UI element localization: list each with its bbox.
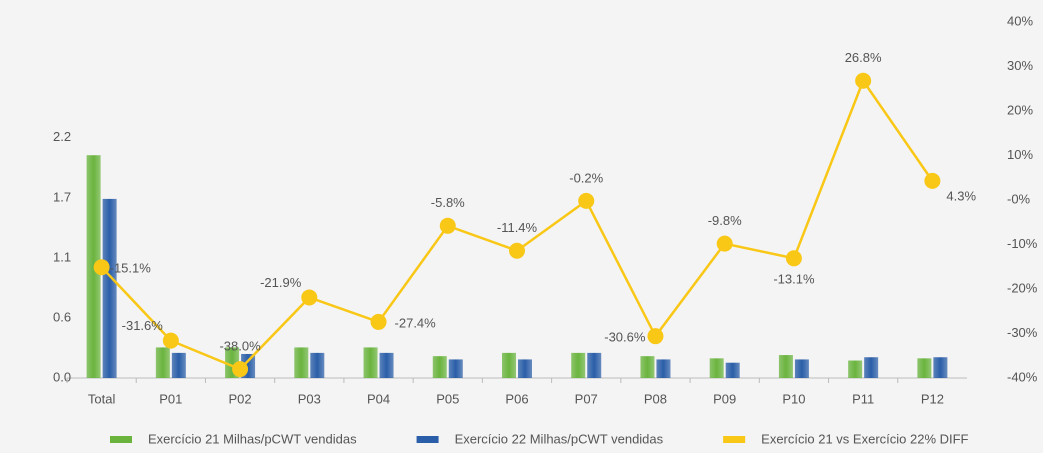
y-tick-label: 1.1: [53, 249, 71, 264]
line-point: [162, 332, 179, 349]
bar: [86, 155, 101, 378]
data-label: 4.3%: [946, 188, 976, 203]
bar: [864, 357, 879, 378]
line-point: [578, 192, 595, 209]
y-tick-label: 1.7: [53, 189, 71, 204]
legend-label: Exercício 22 Milhas/pCWT vendidas: [455, 431, 664, 446]
bar: [725, 362, 740, 378]
y-tick-label: 0.6: [53, 309, 71, 324]
data-label: -5.8%: [431, 195, 465, 210]
data-label: -13.1%: [773, 272, 815, 287]
y2-tick-label: -0%: [1007, 191, 1031, 206]
line-point: [716, 235, 733, 252]
line-point: [370, 313, 387, 330]
y2-tick-label: -10%: [1007, 236, 1038, 251]
y-tick-label: 0.0: [53, 369, 71, 384]
data-label: -21.9%: [260, 275, 302, 290]
x-tick-label: P05: [436, 391, 459, 406]
x-tick-label: P09: [713, 391, 736, 406]
x-tick-label: P11: [852, 391, 874, 406]
data-label: -27.4%: [395, 315, 437, 330]
x-tick-label: P02: [229, 391, 252, 406]
bar: [709, 358, 724, 378]
bar: [587, 352, 602, 378]
x-tick-label: P10: [782, 391, 805, 406]
bar: [310, 352, 325, 378]
bar: [379, 352, 394, 378]
bar: [448, 359, 463, 378]
x-tick-label: P04: [367, 391, 390, 406]
legend-label: Exercício 21 vs Exercício 22% DIFF: [761, 431, 968, 446]
line-point: [647, 328, 664, 345]
y2-tick-label: 10%: [1007, 147, 1033, 162]
bar: [363, 347, 378, 378]
line-point: [439, 217, 456, 234]
bar: [933, 357, 948, 378]
legend-swatch: [110, 436, 132, 443]
data-label: -31.6%: [122, 318, 164, 333]
x-tick-label: P03: [298, 391, 321, 406]
legend-swatch: [416, 436, 439, 443]
bar: [778, 355, 793, 378]
bar: [432, 356, 447, 378]
data-label: -9.8%: [708, 213, 742, 228]
line-point: [855, 72, 872, 89]
y2-tick-label: -30%: [1007, 325, 1038, 340]
bar: [155, 347, 170, 378]
data-label: -30.6%: [604, 330, 646, 345]
x-tick-label: P08: [644, 391, 667, 406]
data-label: -11.4%: [497, 220, 538, 235]
y2-tick-label: 20%: [1007, 102, 1033, 117]
y-tick-label: 2.2: [53, 129, 71, 144]
line-point: [785, 250, 802, 267]
line-point: [93, 259, 110, 276]
bar: [640, 356, 655, 378]
legend-label: Exercício 21 Milhas/pCWT vendidas: [148, 431, 357, 446]
bar: [917, 358, 932, 378]
data-label: 26.8%: [845, 50, 882, 65]
data-label: -38.0%: [219, 339, 261, 354]
bar: [518, 359, 532, 378]
bar: [294, 347, 309, 378]
y2-tick-label: -40%: [1007, 369, 1038, 384]
data-label: -15.1%: [110, 261, 152, 276]
line-point: [232, 361, 249, 378]
data-label: -0.2%: [569, 170, 603, 185]
bar: [571, 352, 586, 378]
bar: [502, 352, 516, 378]
x-tick-label: P06: [505, 391, 528, 406]
bar: [102, 198, 117, 378]
x-tick-label: P12: [921, 391, 944, 406]
bar: [794, 359, 809, 378]
x-tick-label: Total: [88, 391, 116, 406]
bar: [848, 360, 863, 378]
legend-swatch: [723, 436, 746, 443]
x-tick-label: P07: [575, 391, 598, 406]
y2-tick-label: 30%: [1007, 58, 1033, 73]
x-tick-label: P01: [159, 391, 182, 406]
bar: [656, 359, 671, 378]
y2-tick-label: -20%: [1007, 280, 1038, 295]
line-point: [924, 172, 941, 189]
line-point: [509, 242, 525, 259]
y2-tick-label: 40%: [1007, 13, 1033, 28]
bar: [171, 352, 186, 378]
line-point: [301, 289, 318, 306]
